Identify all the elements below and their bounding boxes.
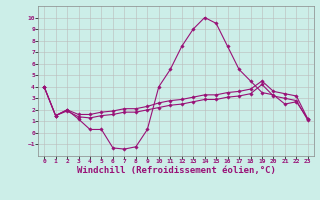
X-axis label: Windchill (Refroidissement éolien,°C): Windchill (Refroidissement éolien,°C) <box>76 166 276 175</box>
